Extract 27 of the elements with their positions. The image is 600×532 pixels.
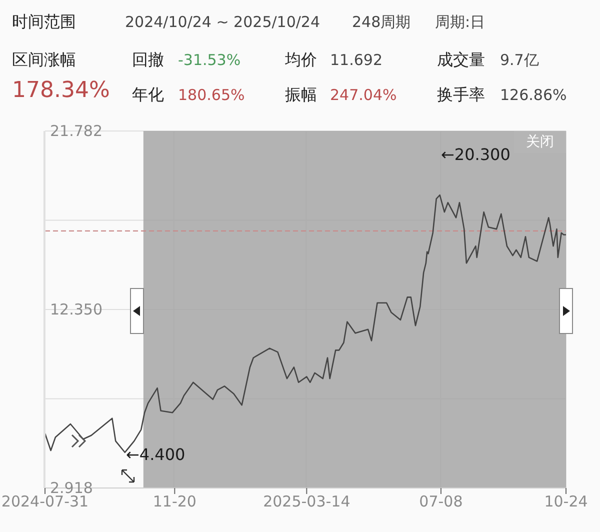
text: -31.53% (178, 51, 241, 69)
y-tick-label: 12.350 (50, 300, 102, 318)
x-tick-label: 10-24 (544, 492, 588, 511)
text: 248周期 (352, 13, 411, 31)
y-tick-label: 21.782 (50, 122, 102, 140)
text: 180.65% (178, 86, 245, 104)
text: 年化 (132, 85, 164, 104)
annotation: ←4.400 (126, 445, 186, 464)
text: 回撤 (132, 50, 164, 70)
x-tick-label: 2025-03-14 (263, 492, 350, 511)
x-tick-label: 11-20 (152, 492, 196, 511)
x-tick-label: 07-08 (419, 492, 463, 511)
text: 区间涨幅 (12, 50, 76, 70)
text: 126.86% (500, 86, 567, 104)
text: 振幅 (285, 85, 317, 104)
text: 11.692 (330, 51, 382, 69)
text: 周期:日 (435, 13, 486, 31)
text: 时间范围 (12, 12, 76, 32)
text: 247.04% (330, 86, 397, 104)
annotation: 关闭 (514, 131, 566, 153)
text: 换手率 (437, 85, 485, 104)
text: 成交量 (437, 50, 485, 70)
text: 178.34% (12, 78, 110, 104)
annotation: ←20.300 (441, 145, 510, 164)
text: 均价 (285, 50, 317, 70)
text: 2024/10/24 ~ 2025/10/24 (125, 13, 320, 31)
text: 9.7亿 (500, 51, 539, 69)
